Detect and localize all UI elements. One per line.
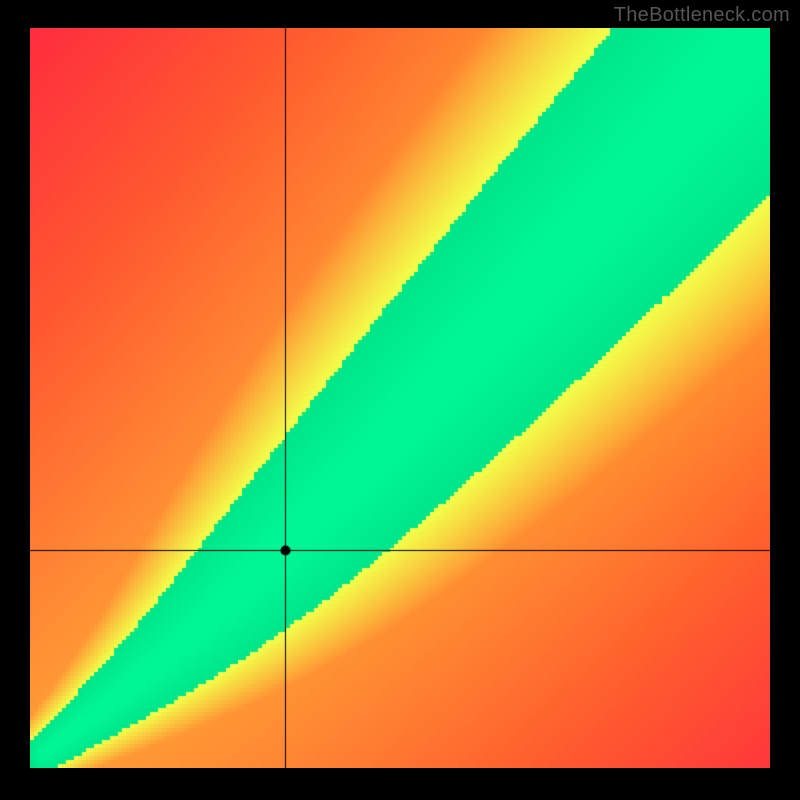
chart-container: TheBottleneck.com bbox=[0, 0, 800, 800]
watermark-text: TheBottleneck.com bbox=[614, 4, 790, 27]
heatmap-canvas bbox=[30, 28, 770, 768]
